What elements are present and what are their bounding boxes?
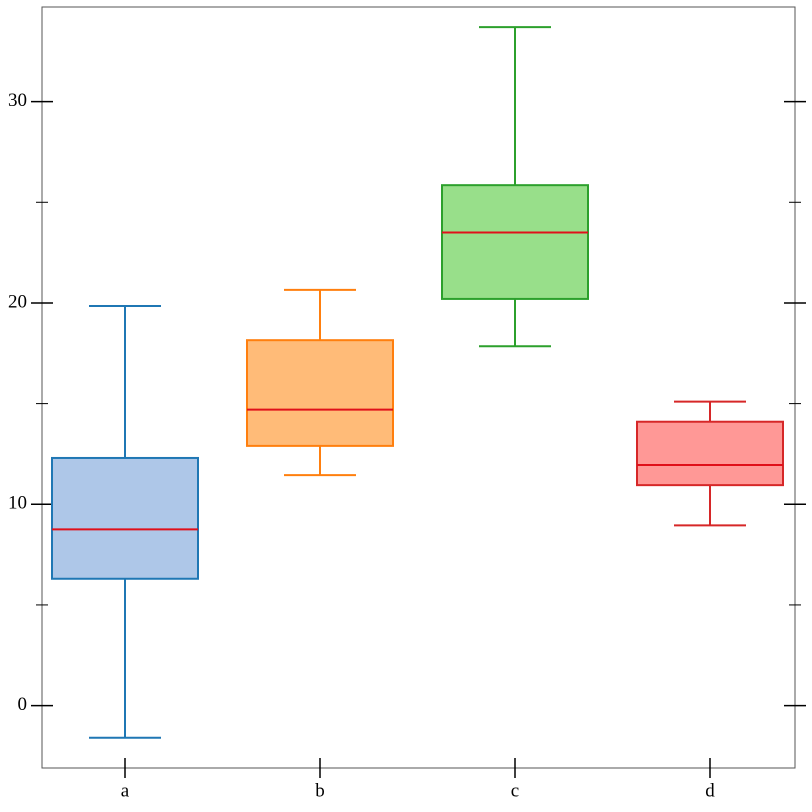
x-tick-label: a xyxy=(121,780,130,801)
box xyxy=(51,456,199,580)
x-tick-label: b xyxy=(315,780,325,801)
box xyxy=(246,339,394,447)
x-tick-label: d xyxy=(705,780,715,801)
y-tick-label: 0 xyxy=(18,694,28,715)
x-tick-label: c xyxy=(511,780,519,801)
y-tick-label: 10 xyxy=(8,493,27,514)
box xyxy=(441,184,589,300)
y-tick-label: 20 xyxy=(8,291,27,312)
y-tick-label: 30 xyxy=(8,90,27,111)
plot-frame xyxy=(41,6,796,769)
box xyxy=(636,420,784,487)
